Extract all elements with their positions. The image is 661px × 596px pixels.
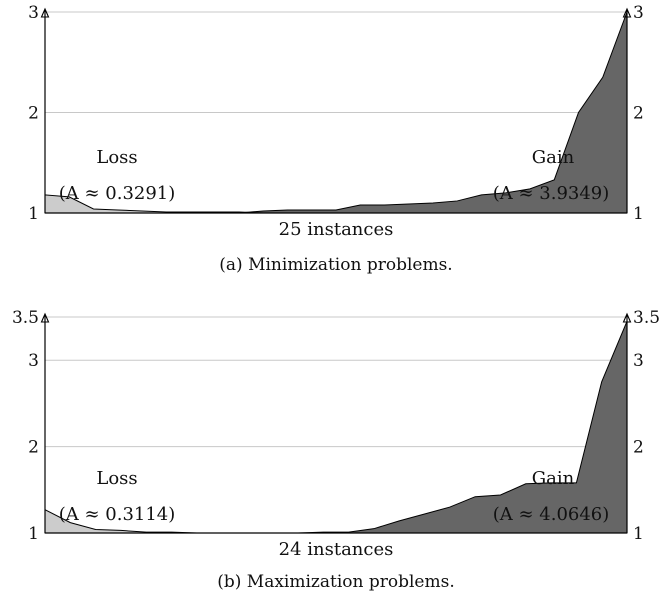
x-axis-label-a: 25 instances xyxy=(279,219,394,240)
caption-b: (b) Maximization problems. xyxy=(217,572,455,592)
y-tick-label-left: 2 xyxy=(28,104,39,124)
y-tick-label-right: 3 xyxy=(633,3,644,23)
gain-area-label-a: (A ≈ 3.9349) xyxy=(493,183,610,204)
y-tick-label-right: 1 xyxy=(633,524,644,544)
grid-b xyxy=(45,316,627,448)
y-tick-label-left: 3 xyxy=(28,3,39,23)
loss-area-label-a: (A ≈ 0.3291) xyxy=(59,183,176,204)
y-tick-labels-right-b: 1 2 3 3.5 xyxy=(633,308,660,544)
loss-label-a: Loss xyxy=(96,147,137,168)
chart-minimization: 1 2 3 1 2 3 Loss (A ≈ 0.3291) Gain (A ≈ 3.93… xyxy=(28,3,644,275)
y-tick-label-left: 2 xyxy=(28,438,39,458)
x-axis-label-b: 24 instances xyxy=(279,539,394,560)
right-axis-b xyxy=(622,312,632,533)
y-tick-label-right: 2 xyxy=(633,438,644,458)
left-axis-a xyxy=(40,7,50,213)
grid-a xyxy=(45,11,627,113)
loss-area-label-b: (A ≈ 0.3114) xyxy=(59,504,176,525)
caption-a: (a) Minimization problems. xyxy=(219,255,452,275)
gain-label-b: Gain xyxy=(532,468,575,489)
chart-maximization: 1 2 3 3.5 1 2 3 3.5 Loss (A ≈ 0.3114) Gain (A … xyxy=(12,308,660,592)
gain-area-label-b: (A ≈ 4.0646) xyxy=(493,504,610,525)
y-tick-labels-left-b: 1 2 3 3.5 xyxy=(12,308,39,544)
y-tick-label-right: 2 xyxy=(633,104,644,124)
left-axis-b xyxy=(40,312,50,533)
y-tick-labels-right-a: 1 2 3 xyxy=(633,3,644,224)
y-tick-label-left: 3.5 xyxy=(12,308,39,328)
y-tick-labels-left-a: 1 2 3 xyxy=(28,3,39,224)
y-tick-label-left: 1 xyxy=(28,204,39,224)
gain-area-b xyxy=(45,321,628,534)
y-tick-label-left: 1 xyxy=(28,524,39,544)
y-tick-label-right: 3.5 xyxy=(633,308,660,328)
loss-label-b: Loss xyxy=(96,468,137,489)
y-tick-label-right: 1 xyxy=(633,204,644,224)
y-tick-label-left: 3 xyxy=(28,351,39,371)
gain-label-a: Gain xyxy=(532,147,575,168)
y-tick-label-right: 3 xyxy=(633,351,644,371)
right-axis-a xyxy=(622,7,632,213)
